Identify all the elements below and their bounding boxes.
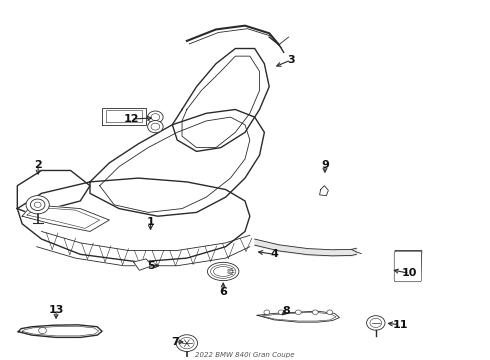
Polygon shape: [22, 205, 109, 231]
Circle shape: [278, 310, 284, 315]
Ellipse shape: [211, 265, 236, 278]
Text: 8: 8: [282, 306, 290, 316]
Polygon shape: [18, 325, 102, 337]
Text: 2022 BMW 840i Gran Coupe: 2022 BMW 840i Gran Coupe: [195, 352, 295, 358]
Circle shape: [26, 195, 49, 214]
Circle shape: [312, 310, 318, 315]
Circle shape: [180, 337, 194, 349]
Text: 6: 6: [219, 287, 227, 297]
Circle shape: [151, 123, 160, 130]
Circle shape: [39, 328, 47, 334]
Text: 10: 10: [402, 268, 417, 278]
Text: 2: 2: [34, 160, 42, 170]
Text: 5: 5: [147, 261, 154, 271]
Circle shape: [176, 335, 197, 351]
Polygon shape: [257, 311, 340, 322]
Text: 4: 4: [270, 249, 278, 259]
Polygon shape: [319, 186, 328, 195]
Text: 3: 3: [287, 55, 295, 65]
Ellipse shape: [214, 266, 233, 276]
Circle shape: [370, 318, 382, 328]
Circle shape: [147, 121, 163, 133]
Circle shape: [327, 310, 333, 315]
Circle shape: [295, 310, 301, 315]
Circle shape: [367, 316, 385, 330]
Polygon shape: [134, 259, 152, 270]
Text: 11: 11: [392, 320, 408, 330]
Polygon shape: [102, 108, 146, 125]
Circle shape: [147, 111, 163, 123]
Text: 12: 12: [123, 114, 139, 124]
Text: 7: 7: [171, 337, 179, 347]
Text: 1: 1: [147, 217, 154, 227]
Circle shape: [30, 199, 45, 211]
Text: 13: 13: [49, 305, 64, 315]
Circle shape: [151, 114, 160, 121]
Circle shape: [34, 202, 41, 207]
FancyBboxPatch shape: [394, 251, 421, 282]
Text: 9: 9: [321, 160, 329, 170]
Polygon shape: [395, 251, 422, 281]
Ellipse shape: [207, 262, 239, 280]
Circle shape: [264, 310, 270, 315]
